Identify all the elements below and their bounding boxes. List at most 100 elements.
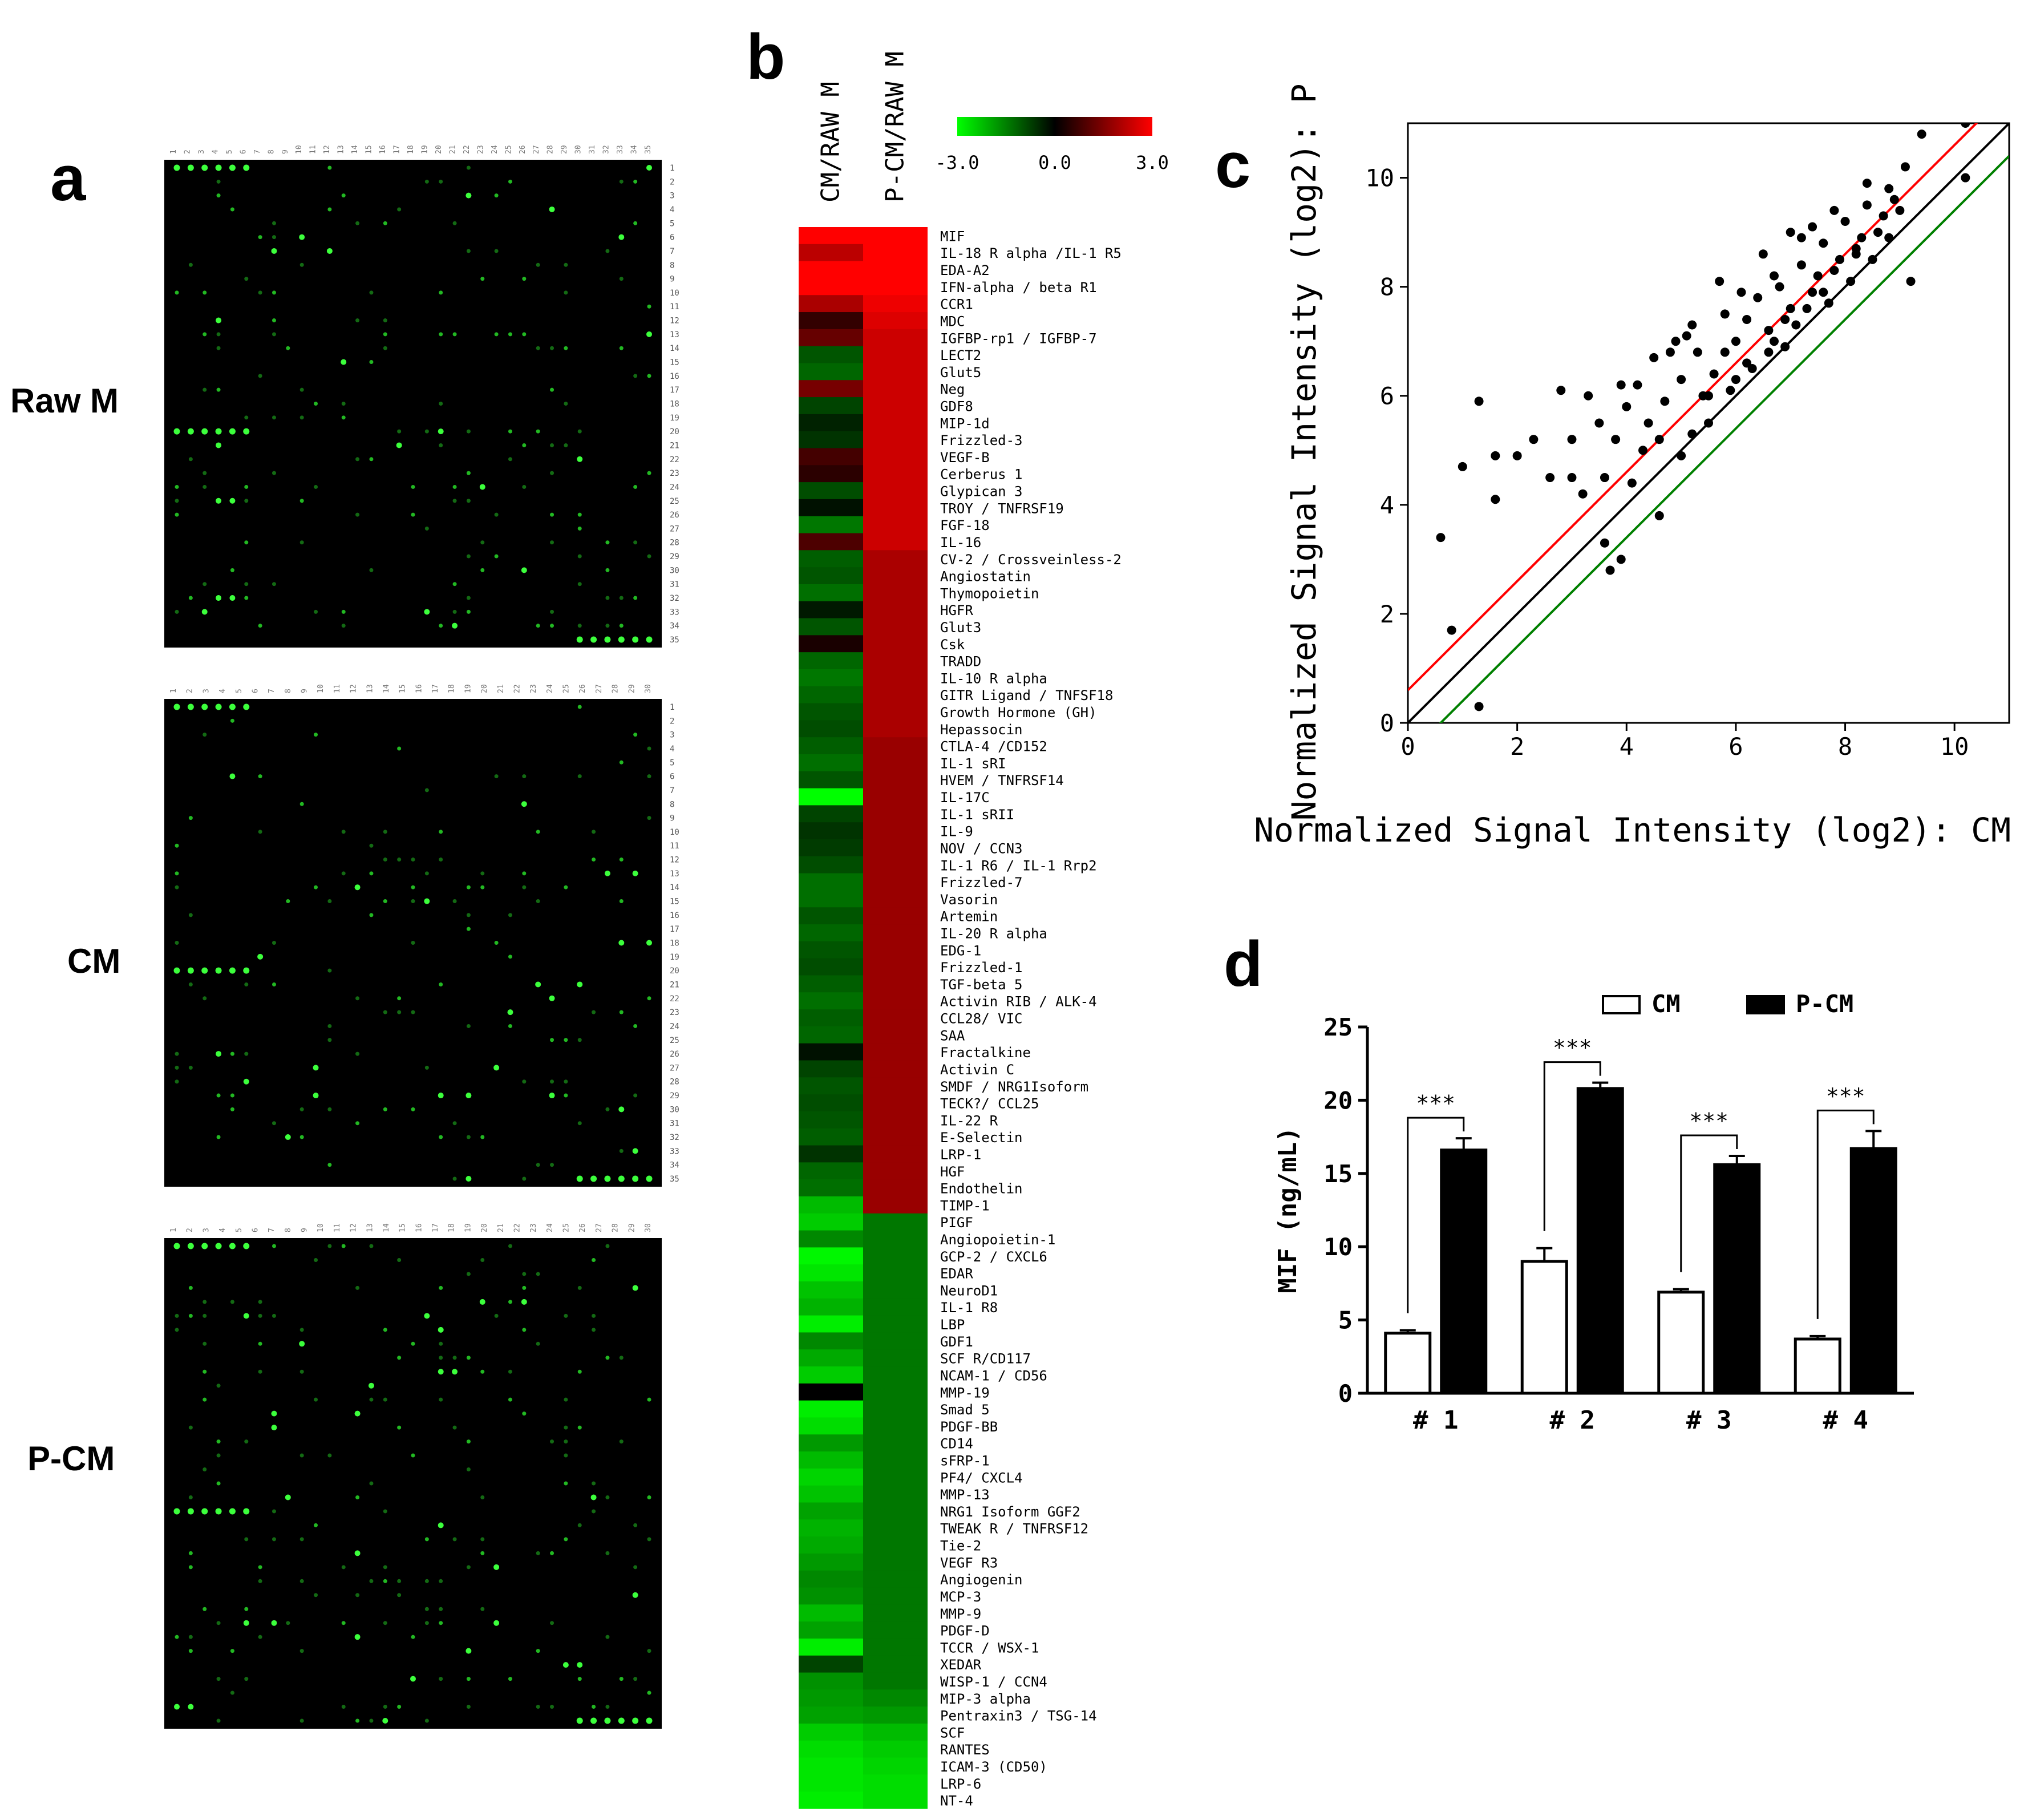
heatmap-cell xyxy=(863,499,928,517)
array-row-number: 12 xyxy=(670,856,679,865)
heatmap-row-label: TCCR / WSX-1 xyxy=(940,1640,1039,1656)
heatmap-cell xyxy=(799,1723,863,1741)
heatmap-row-label: EDG-1 xyxy=(940,943,981,958)
scatter-point xyxy=(1556,386,1566,395)
heatmap-row-label: LECT2 xyxy=(940,347,981,363)
array-spot xyxy=(299,1718,304,1723)
array-spot xyxy=(577,554,582,559)
array-column-number: 18 xyxy=(448,1223,456,1232)
array-column-number: 33 xyxy=(616,145,625,154)
array-spot xyxy=(230,1690,234,1695)
array-control-spot xyxy=(229,967,236,974)
heatmap-cell xyxy=(863,1519,928,1537)
array-spot xyxy=(188,262,193,267)
array-spot xyxy=(203,1397,207,1402)
array-spot xyxy=(452,609,457,614)
array-spot xyxy=(494,193,499,198)
array-column-number: 12 xyxy=(350,1223,358,1232)
y-tick-label: 15 xyxy=(1323,1160,1353,1188)
heatmap-cell xyxy=(799,1298,863,1316)
array-row-number: 35 xyxy=(670,1175,679,1184)
scatter-point xyxy=(1436,533,1446,543)
scatter-point xyxy=(1474,397,1484,406)
array-spot xyxy=(493,1564,500,1570)
array-column-number: 16 xyxy=(415,684,423,693)
array-spot xyxy=(341,1244,346,1248)
scatter-point xyxy=(1786,304,1795,313)
array-spot xyxy=(216,498,222,504)
array-spot xyxy=(285,1494,291,1501)
array-spot xyxy=(216,595,222,601)
legend-label-p-cm: P-CM xyxy=(1796,990,1853,1018)
array-spot xyxy=(424,898,430,904)
array-spot xyxy=(258,235,262,240)
scatter-point xyxy=(1616,380,1626,390)
scatter-point xyxy=(1900,162,1910,172)
heatmap-cell xyxy=(799,890,863,908)
array-3: 1 2 3 4 5 6 7 8 9 10 11 12 13 14 15 16 17 18 19 20 21 22 23 24 2… xyxy=(164,1223,662,1729)
array-column-number: 10 xyxy=(317,1223,325,1232)
array-spot xyxy=(522,1176,527,1181)
heatmap-cell xyxy=(863,601,928,619)
array-spot xyxy=(577,1038,582,1042)
array-spot xyxy=(452,1369,458,1375)
heatmap-cell xyxy=(863,1604,928,1622)
heatmap-row-label: MCP-3 xyxy=(940,1589,981,1605)
heatmap-cell xyxy=(863,1247,928,1265)
array-column-number: 14 xyxy=(351,145,359,154)
array-spot xyxy=(355,221,360,225)
array-control-spot xyxy=(173,967,180,974)
array-spot xyxy=(355,1121,360,1126)
scatter-point xyxy=(1829,265,1839,275)
array-spot xyxy=(188,596,193,600)
heatmap-cell xyxy=(799,1485,863,1503)
array-spot xyxy=(299,1328,304,1332)
array-spot xyxy=(175,499,179,503)
array-row-number: 34 xyxy=(670,1161,679,1170)
heatmap-cell xyxy=(799,482,863,500)
array-spot xyxy=(577,774,582,779)
heatmap-row-label: Pentraxin3 / TSG-14 xyxy=(940,1708,1097,1724)
array-row-number: 27 xyxy=(670,524,679,533)
array-label-p-cm: P-CM xyxy=(27,1439,115,1478)
scatter-point xyxy=(1764,347,1774,357)
array-spot xyxy=(493,1065,500,1071)
array-column-number: 24 xyxy=(491,145,499,154)
array-spot xyxy=(188,1635,193,1639)
array-spot xyxy=(466,927,471,931)
array-spot xyxy=(216,332,221,337)
array-column-number: 3 xyxy=(202,1228,210,1232)
array-spot xyxy=(535,981,541,988)
array-spot xyxy=(424,1621,429,1625)
array-column-number: 32 xyxy=(602,145,611,154)
heatmap-cell xyxy=(863,924,928,942)
x-tick-label: 4 xyxy=(1620,733,1634,761)
array-spot xyxy=(577,1121,582,1126)
array-spot xyxy=(522,332,527,337)
array-spot xyxy=(229,498,236,504)
array-spot xyxy=(369,871,374,876)
array-column-number: 11 xyxy=(309,145,318,154)
array-spot xyxy=(341,1565,346,1570)
array-spot xyxy=(341,402,346,406)
array-column-number: 19 xyxy=(464,684,472,693)
heatmap-row-label: MDC xyxy=(940,313,965,329)
array-spot xyxy=(230,1107,234,1111)
array-spot xyxy=(494,774,499,779)
heatmap-row-label: SAA xyxy=(940,1028,965,1044)
array-spot xyxy=(272,290,276,295)
array-column-number: 1 xyxy=(169,689,178,693)
array-spot xyxy=(522,885,527,889)
array-spot xyxy=(383,858,387,862)
array-spot xyxy=(201,609,208,615)
heatmap-cell xyxy=(799,465,863,483)
array-spot xyxy=(647,1397,651,1402)
heatmap-cell xyxy=(863,380,928,398)
array-spot xyxy=(494,554,499,559)
array-spot xyxy=(633,1565,638,1570)
array-row-number: 20 xyxy=(670,427,679,436)
array-column-number: 23 xyxy=(529,1223,538,1232)
heatmap-row-label: VEGF-B xyxy=(940,450,990,466)
scatter-point xyxy=(1687,429,1697,439)
array-column-number: 16 xyxy=(415,1223,423,1232)
